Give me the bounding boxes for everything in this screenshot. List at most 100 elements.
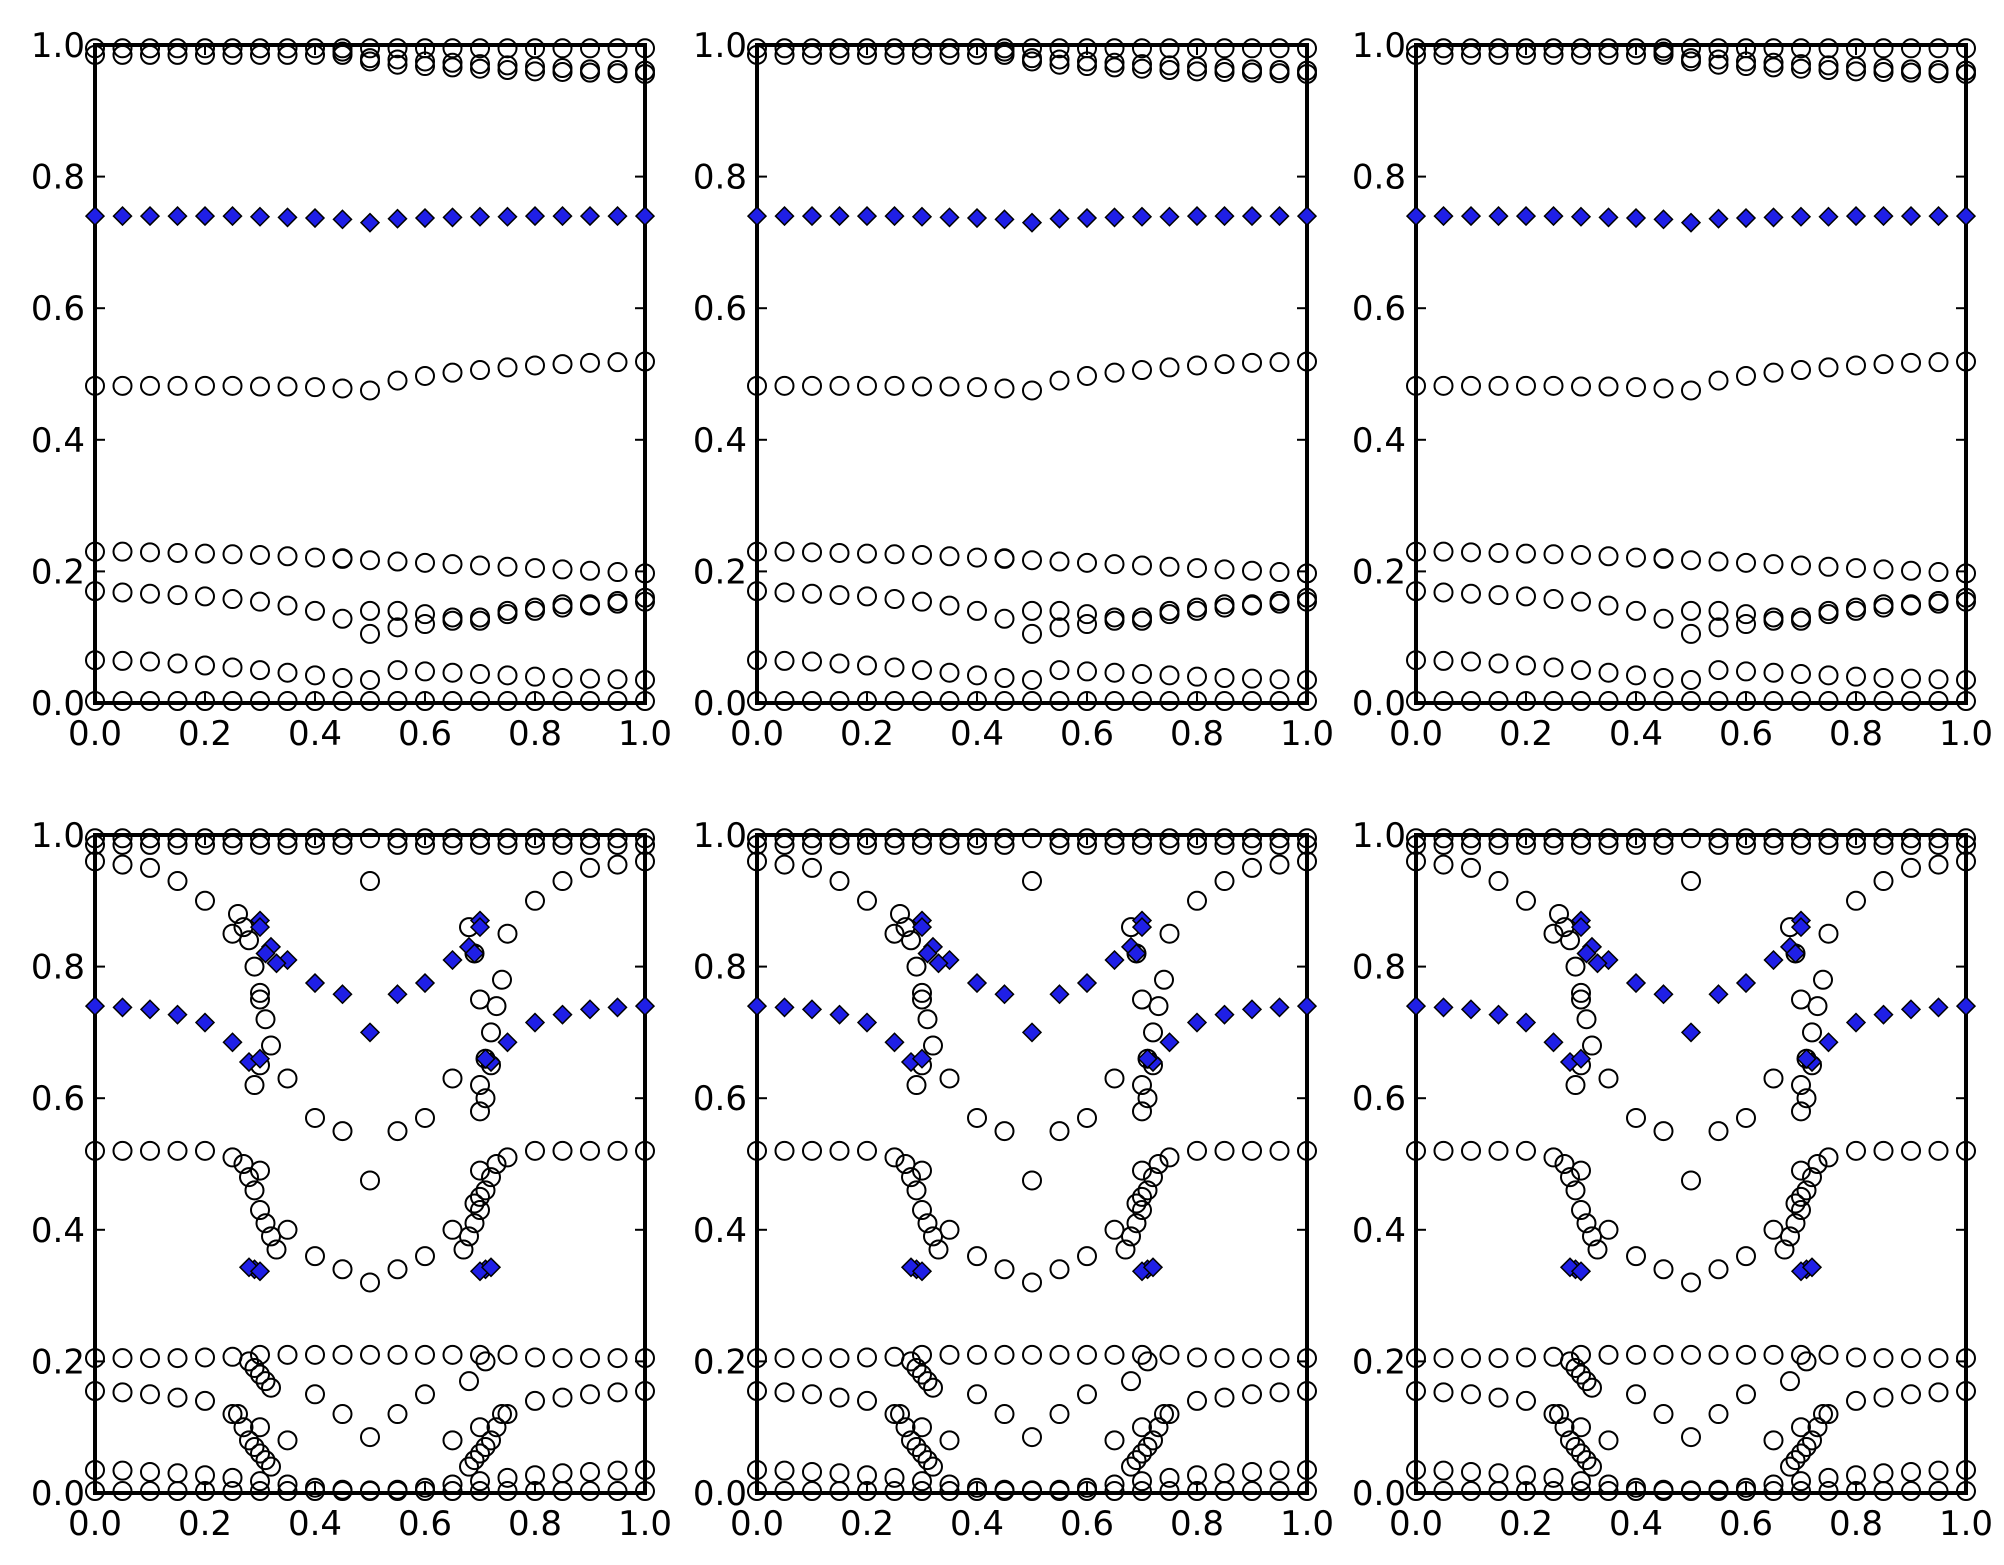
- circle-marker: [747, 650, 767, 671]
- circle-marker: [1049, 1344, 1070, 1365]
- circle-marker: [497, 55, 518, 76]
- x-tick-label: 1.0: [1280, 1504, 1334, 1544]
- circle-marker: [884, 1467, 905, 1488]
- circle-marker: [774, 541, 795, 562]
- circle-marker: [470, 828, 490, 849]
- circle-marker: [1818, 357, 1839, 378]
- circle-marker: [1488, 375, 1509, 396]
- diamond-marker: [1488, 1004, 1509, 1025]
- diamond-marker: [84, 996, 106, 1017]
- diamond-marker: [884, 1032, 905, 1053]
- circle-marker: [1653, 378, 1674, 399]
- circle-marker: [475, 1088, 496, 1109]
- circle-marker: [1653, 1121, 1674, 1142]
- circle-marker: [195, 1140, 215, 1161]
- circle-marker: [747, 375, 767, 396]
- diamond-marker: [1488, 206, 1509, 227]
- diamond-marker: [1104, 207, 1125, 228]
- axes-frame: [755, 833, 1309, 1495]
- circle-marker: [802, 1140, 822, 1161]
- circle-marker: [923, 1226, 943, 1247]
- circle-marker: [1818, 1404, 1839, 1425]
- diamond-marker: [1900, 999, 1922, 1020]
- circle-marker: [1214, 871, 1235, 892]
- circle-marker: [1571, 828, 1591, 849]
- circle-marker: [1818, 1147, 1839, 1168]
- x-tick-label: 0.0: [1389, 1504, 1443, 1544]
- circle-marker: [1433, 44, 1454, 65]
- circle-marker: [829, 871, 850, 892]
- circle-marker: [1928, 828, 1949, 849]
- circle-marker: [1488, 871, 1509, 892]
- circle-marker: [167, 1463, 188, 1484]
- circle-marker: [1928, 669, 1949, 690]
- circle-marker: [607, 1348, 628, 1369]
- circle-marker: [1022, 1427, 1042, 1448]
- circle-marker: [1571, 989, 1591, 1010]
- circle-marker: [1928, 1382, 1949, 1403]
- diamond-marker: [84, 206, 106, 227]
- circle-marker: [939, 595, 960, 616]
- diamond-marker: [1955, 996, 1977, 1017]
- circle-marker: [774, 828, 795, 849]
- y-tick-label: 0.8: [1352, 948, 1406, 988]
- circle-marker: [250, 660, 270, 681]
- circle-marker: [1433, 854, 1454, 875]
- diamond-marker: [1460, 206, 1482, 227]
- circle-marker: [1681, 691, 1701, 712]
- circle-marker: [1873, 667, 1894, 688]
- circle-marker: [1681, 1427, 1701, 1448]
- circle-marker: [167, 871, 188, 892]
- circle-marker: [607, 1382, 628, 1403]
- diamond-marker: [1625, 972, 1647, 994]
- circle-marker: [112, 1481, 133, 1502]
- series-highlighted: [84, 910, 656, 1282]
- circle-marker: [1242, 691, 1262, 712]
- circle-marker: [635, 851, 655, 872]
- circle-marker: [1132, 1101, 1152, 1122]
- circle-marker: [497, 923, 518, 944]
- circle-marker: [912, 1443, 932, 1464]
- circle-marker: [1560, 930, 1580, 951]
- diamond-marker: [1785, 943, 1806, 964]
- diamond-marker: [1570, 1261, 1592, 1282]
- circle-marker: [360, 669, 380, 690]
- circle-marker: [1121, 1456, 1141, 1477]
- circle-marker: [470, 58, 490, 79]
- circle-marker: [1269, 691, 1290, 712]
- circle-marker: [1022, 51, 1042, 72]
- circle-marker: [1818, 665, 1839, 686]
- circle-marker: [1956, 669, 1976, 690]
- circle-marker: [140, 1140, 160, 1161]
- circle-marker: [1461, 1140, 1481, 1161]
- circle-marker: [1049, 1259, 1070, 1280]
- circle-marker: [470, 54, 490, 75]
- circle-marker: [459, 1371, 479, 1392]
- circle-marker: [1049, 1479, 1070, 1500]
- circle-marker: [1187, 1390, 1207, 1411]
- circle-marker: [140, 583, 160, 604]
- circle-marker: [85, 1348, 105, 1369]
- circle-marker: [1433, 1481, 1454, 1502]
- circle-marker: [994, 1404, 1015, 1425]
- circle-marker: [475, 1351, 496, 1372]
- circle-marker: [1763, 662, 1784, 683]
- circle-marker: [1928, 63, 1949, 84]
- diamond-marker: [1126, 943, 1147, 964]
- circle-marker: [195, 890, 215, 911]
- circle-marker: [140, 1384, 160, 1405]
- circle-marker: [1187, 666, 1207, 687]
- circle-marker: [1488, 44, 1509, 65]
- circle-marker: [470, 610, 490, 631]
- circle-marker: [140, 691, 160, 712]
- circle-marker: [552, 667, 573, 688]
- diamond-marker: [1928, 206, 1949, 227]
- diamond-marker: [607, 206, 628, 227]
- circle-marker: [481, 1167, 501, 1188]
- circle-marker: [360, 51, 380, 72]
- circle-marker: [195, 586, 215, 607]
- circle-marker: [1022, 669, 1042, 690]
- circle-marker: [774, 691, 795, 712]
- circle-marker: [222, 828, 243, 849]
- circle-marker: [1516, 1347, 1536, 1368]
